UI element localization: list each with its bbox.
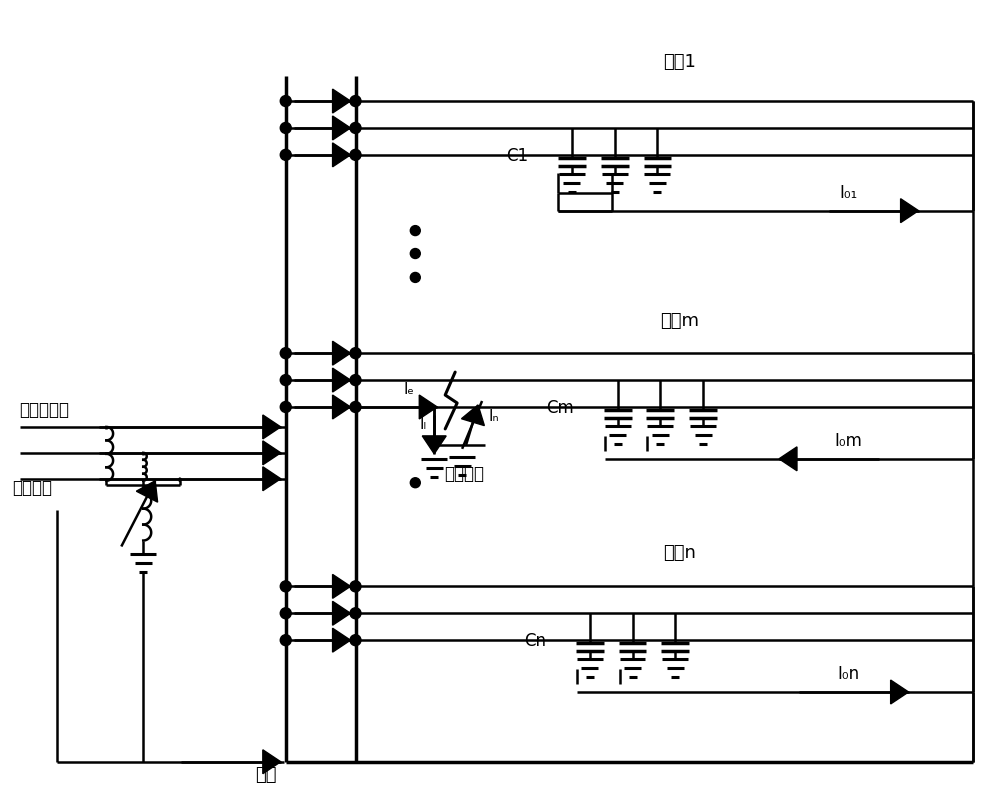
Circle shape [350,374,361,386]
Text: 线路m: 线路m [660,312,699,330]
Text: I₀₁: I₀₁ [840,184,858,202]
Circle shape [280,348,291,359]
Polygon shape [263,467,281,491]
Circle shape [280,581,291,592]
Text: Cn: Cn [524,632,546,650]
Polygon shape [901,199,919,223]
Circle shape [350,96,361,106]
Polygon shape [263,415,281,439]
Circle shape [350,402,361,412]
Circle shape [280,150,291,160]
Circle shape [280,634,291,646]
Polygon shape [136,481,158,502]
Polygon shape [419,395,437,419]
Text: Iₙ: Iₙ [488,410,499,424]
Polygon shape [891,680,909,704]
Text: I₀n: I₀n [838,665,860,683]
Polygon shape [333,341,351,365]
Polygon shape [263,749,281,774]
Circle shape [280,96,291,106]
Text: 母线: 母线 [255,766,277,784]
Polygon shape [333,143,351,167]
Text: Iₗ: Iₗ [419,418,426,432]
Circle shape [350,348,361,359]
Circle shape [280,122,291,134]
Text: 线路n: 线路n [663,544,696,563]
Circle shape [410,477,420,488]
Text: C1: C1 [506,147,528,165]
Polygon shape [333,601,351,625]
Polygon shape [333,368,351,392]
Polygon shape [333,575,351,598]
Text: Iₑ: Iₑ [403,382,414,397]
Polygon shape [333,89,351,113]
Polygon shape [333,116,351,140]
Text: 接地故障: 接地故障 [444,464,484,483]
Polygon shape [461,405,484,426]
Text: I₀m: I₀m [835,431,863,450]
Circle shape [280,608,291,619]
Circle shape [410,249,420,258]
Circle shape [280,402,291,412]
Polygon shape [333,395,351,419]
Circle shape [350,608,361,619]
Polygon shape [422,436,446,454]
Circle shape [410,225,420,236]
Circle shape [350,122,361,134]
Text: Cm: Cm [546,399,574,417]
Polygon shape [333,628,351,652]
Circle shape [350,150,361,160]
Text: 接地变压器: 接地变压器 [20,401,70,419]
Text: 线路1: 线路1 [663,53,696,71]
Circle shape [280,374,291,386]
Polygon shape [779,447,797,471]
Text: 消弧线圈: 消弧线圈 [12,479,52,497]
Circle shape [410,272,420,283]
Circle shape [350,634,361,646]
Circle shape [350,581,361,592]
Polygon shape [263,441,281,464]
